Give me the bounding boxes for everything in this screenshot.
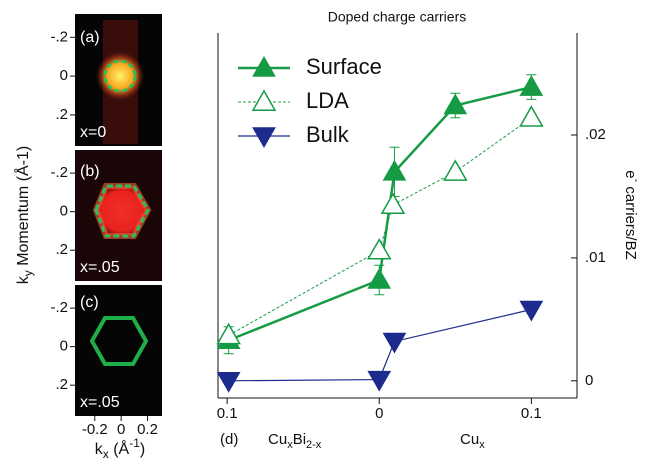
legend-marker	[253, 57, 275, 76]
label-part: carriers/BZ	[622, 182, 639, 260]
x-tick-label: 0.1	[217, 405, 238, 422]
panel-x-tick-label: -0.2	[82, 421, 108, 438]
panel-note: x=.05	[80, 394, 120, 411]
series-line	[229, 118, 532, 336]
panel-x-label: kx (Å-1)	[95, 436, 145, 461]
label-part: x	[479, 439, 485, 451]
label-part: )	[140, 441, 145, 458]
legend-label: Bulk	[306, 122, 350, 147]
y-tick-label: 0	[585, 372, 593, 389]
x-axis-label: (d)CuxBi2-x	[220, 431, 322, 451]
x-tick-label: 0.1	[521, 405, 542, 422]
panel-y-tick-label: -.2	[50, 164, 68, 181]
y-tick-label: .01	[585, 249, 606, 266]
label-part: Bi	[293, 431, 306, 448]
page: {"panels": [{"label": "(a)", "note": "x=…	[0, 0, 648, 464]
marker	[218, 373, 240, 392]
x-tick-label: 0	[375, 405, 383, 422]
label-part: -1	[129, 436, 140, 450]
marker	[520, 76, 542, 95]
label-part: e	[622, 170, 639, 178]
series-line	[229, 87, 532, 340]
legend-marker	[253, 91, 275, 110]
x-axis-label: Cux	[460, 431, 485, 451]
label-part: Cu	[460, 431, 479, 448]
panel-note: x=.05	[80, 259, 120, 276]
panel-x-tick-label: 0.2	[137, 421, 158, 438]
label-part: (Å	[109, 439, 130, 458]
marker	[368, 269, 390, 288]
marker	[520, 107, 542, 126]
panel-label: (a)	[80, 29, 100, 46]
panel-y-tick-label: .2	[55, 241, 68, 258]
panel-y-tick-label: 0	[60, 203, 68, 220]
legend-marker	[253, 128, 275, 147]
y-axis-label: e- carriers/BZ	[622, 170, 642, 260]
panel-x-tick-label: 0	[117, 421, 125, 438]
marker	[382, 194, 404, 213]
figure: (a) x=0 (b) x=.05 (c) x=.05 ky Momentum …	[0, 0, 648, 464]
panel-y-tick-label: 0	[60, 338, 68, 355]
label-part: Cu	[268, 431, 287, 448]
marker	[383, 333, 405, 352]
marker	[444, 161, 466, 180]
y-tick-label: .02	[585, 126, 606, 143]
marker	[218, 324, 240, 343]
panel-y-tick-label: -.2	[50, 299, 68, 316]
legend-label: LDA	[306, 88, 349, 113]
label-part: 2-x	[306, 439, 322, 451]
marker	[368, 240, 390, 259]
chart-title: Doped charge carriers	[328, 9, 467, 25]
label-part: (d)	[220, 431, 238, 448]
legend-label: Surface	[306, 54, 382, 79]
panel-label: (c)	[80, 294, 99, 311]
panel-label: (b)	[80, 163, 100, 180]
marker	[368, 371, 390, 390]
panel-y-label: ky Momentum (Å-1)	[13, 146, 35, 284]
label-part: Momentum (Å-1)	[13, 146, 32, 270]
series-line	[229, 310, 532, 381]
panel-note: x=0	[80, 124, 106, 141]
panel-blob	[96, 52, 144, 100]
panel-y-tick-label: -.2	[50, 28, 68, 45]
panel-y-tick-label: .2	[55, 376, 68, 393]
panel-y-tick-label: .2	[55, 106, 68, 123]
panel-y-tick-label: 0	[60, 67, 68, 84]
